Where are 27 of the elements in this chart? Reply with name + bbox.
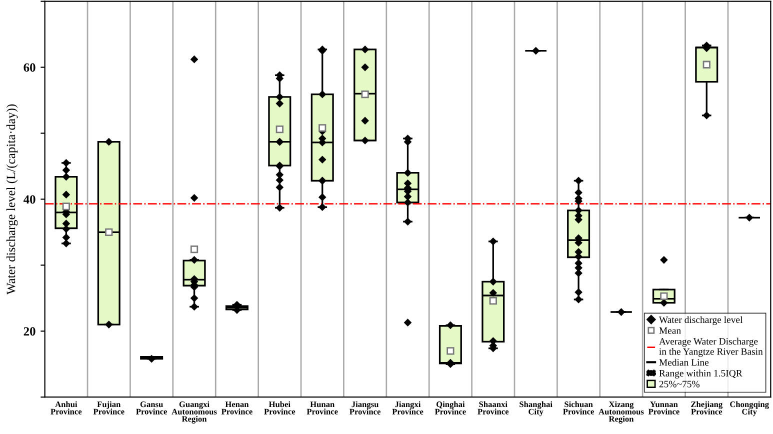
annotation: Range within 1.5IQR	[659, 370, 742, 379]
x-tick-label: Jiangxi Province	[392, 401, 424, 414]
y-tick-label: 40	[23, 195, 36, 204]
x-tick-label: Anhui Province	[50, 401, 82, 414]
x-tick-label: Guangxi Autonomous Region	[172, 401, 217, 424]
x-tick-label: Chongqing City	[730, 401, 769, 416]
x-tick-label: Fujian Province	[93, 401, 124, 414]
x-tick-label: Gansu Province	[136, 402, 168, 414]
x-tick-label: Xizang Autonomous Region	[598, 401, 644, 424]
x-tick-label: Jiangsu Province	[350, 401, 381, 414]
x-tick-label: Zhejiang Province	[691, 401, 723, 414]
x-tick-label: Sichuan Province	[563, 401, 594, 414]
x-tick-label: Qinghai Province	[434, 401, 466, 414]
x-tick-label: Hunan Province	[306, 402, 338, 414]
annotation: Median Line	[659, 358, 709, 366]
x-tick-label: Henan Province	[221, 402, 252, 414]
annotation: Mean	[659, 327, 681, 334]
y-axis-title: Water discharge level (L/(capita·day))	[6, 104, 18, 295]
legend-label: Average Water Discharge in the Yangtze River Basin	[659, 338, 763, 357]
legend-label: 25%~75%	[659, 380, 700, 388]
legend-label: Water discharge level	[658, 316, 743, 326]
x-tick-label: Shanghai City	[520, 401, 552, 416]
x-tick-label: Hubei Province	[264, 401, 296, 414]
x-tick-label: Shaanxi Province	[478, 401, 509, 414]
x-tick-label: Yunnan Province	[648, 402, 680, 414]
y-tick-label: 60	[24, 63, 36, 72]
y-tick-label: 20	[24, 327, 36, 336]
